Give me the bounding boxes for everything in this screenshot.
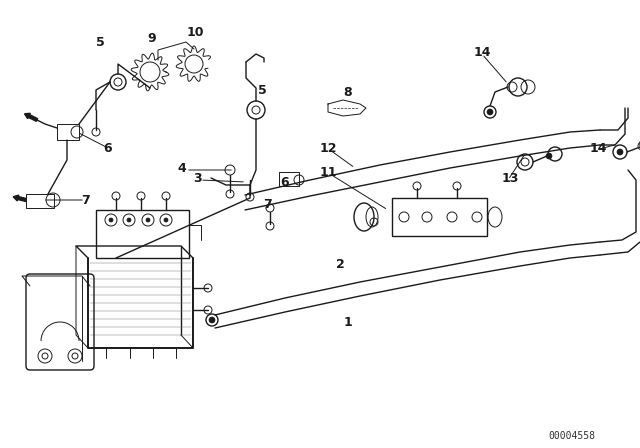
Bar bbox=[392, 198, 487, 236]
Text: 10: 10 bbox=[186, 26, 204, 39]
Circle shape bbox=[487, 109, 493, 115]
Circle shape bbox=[164, 218, 168, 222]
Text: 9: 9 bbox=[148, 31, 156, 44]
Text: 8: 8 bbox=[344, 86, 352, 99]
Text: 14: 14 bbox=[589, 142, 607, 155]
Text: 1: 1 bbox=[344, 315, 353, 328]
Circle shape bbox=[127, 218, 131, 222]
Text: 3: 3 bbox=[194, 172, 202, 185]
Text: 5: 5 bbox=[258, 83, 266, 96]
Text: 5: 5 bbox=[95, 35, 104, 48]
Circle shape bbox=[617, 149, 623, 155]
Bar bbox=[26, 194, 54, 208]
Bar bbox=[279, 172, 299, 186]
Text: 14: 14 bbox=[473, 46, 491, 59]
FancyArrow shape bbox=[24, 113, 38, 121]
Text: 4: 4 bbox=[178, 161, 186, 175]
Text: 6: 6 bbox=[104, 142, 112, 155]
Circle shape bbox=[146, 218, 150, 222]
Circle shape bbox=[109, 218, 113, 222]
Bar bbox=[57, 124, 79, 140]
FancyArrow shape bbox=[13, 195, 26, 202]
Text: 2: 2 bbox=[335, 258, 344, 271]
Circle shape bbox=[209, 317, 215, 323]
Text: 13: 13 bbox=[501, 172, 518, 185]
Text: 7: 7 bbox=[81, 194, 90, 207]
Text: 7: 7 bbox=[264, 198, 273, 211]
Text: 00004558: 00004558 bbox=[548, 431, 595, 441]
Text: 12: 12 bbox=[319, 142, 337, 155]
Text: 11: 11 bbox=[319, 165, 337, 178]
Circle shape bbox=[546, 153, 552, 159]
Bar bbox=[96, 210, 189, 258]
Text: 6: 6 bbox=[281, 176, 289, 189]
